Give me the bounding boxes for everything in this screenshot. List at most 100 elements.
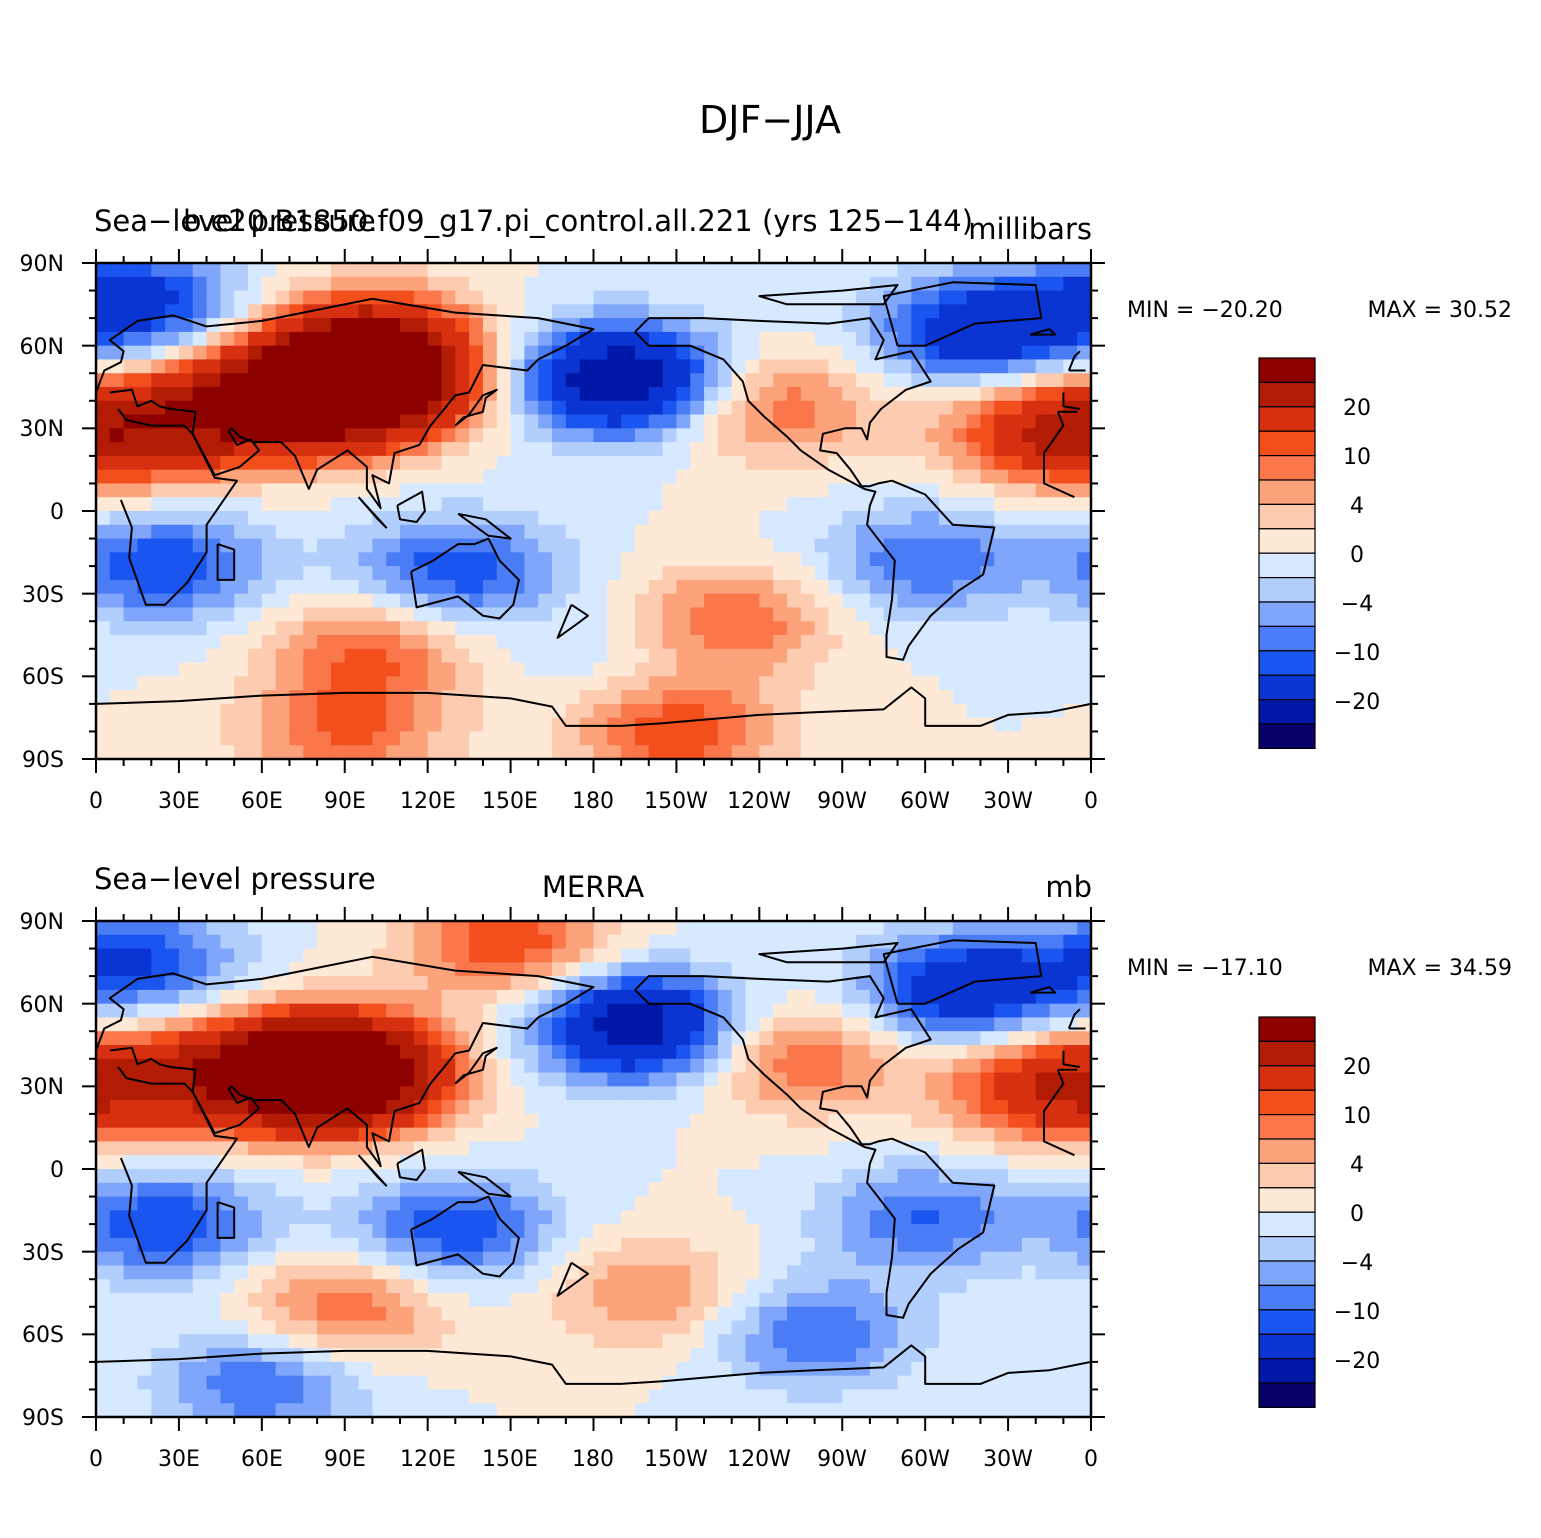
field-cell [856,1279,871,1294]
field-cell [745,1086,760,1101]
field-cell [897,1224,912,1239]
field-cell [1008,607,1023,622]
field-cell [607,538,622,553]
field-cell [552,579,567,595]
field-cell [800,276,816,292]
field-cell [400,290,415,305]
field-cell [413,745,429,759]
field-cell [178,1265,194,1280]
field-cell [704,442,719,457]
field-cell [303,635,318,650]
field-cell [358,1293,373,1308]
field-cell [358,428,373,443]
field-cell [842,552,857,567]
field-cell [634,921,650,936]
field-cell [842,1113,857,1129]
field-cell [552,1045,567,1060]
field-cell [759,345,774,361]
lon-label-120w: 120W [727,789,791,814]
field-cell [109,538,125,553]
field-cell [220,921,235,936]
field-cell [1077,442,1091,457]
field-cell [427,524,443,540]
field-cell [897,1086,912,1101]
field-cell [303,1334,318,1349]
field-cell [192,1334,208,1349]
field-cell [372,662,387,677]
colorbar-box [1258,503,1316,530]
field-cell [317,414,332,429]
field-cell [994,263,1009,278]
field-cell [1077,511,1091,526]
field-cell [980,263,995,278]
field-cell [1021,469,1037,485]
field-cell [607,731,622,746]
field-cell [386,1265,401,1280]
field-cell [413,1017,429,1032]
field-cell [358,414,373,429]
field-cell [800,345,816,361]
field-cell [441,676,456,691]
field-cell [925,1127,940,1143]
field-cell [814,483,830,498]
field-cell [220,387,235,402]
field-cell [413,469,429,485]
field-cell [538,414,553,429]
field-cell [234,387,249,402]
field-cell [1021,1100,1037,1115]
field-cell [482,373,498,388]
field-cell [952,387,968,402]
field-cell [869,1100,885,1115]
field-cell [648,1293,664,1308]
field-cell [869,1306,885,1322]
field-cell [565,511,581,526]
field-cell [289,1306,304,1322]
field-cell [731,497,747,512]
field-cell [1021,1155,1037,1170]
field-cell [994,731,1009,746]
field-cell [800,593,816,609]
field-cell [565,1251,581,1267]
field-cell [745,648,760,664]
field-cell [966,359,982,374]
field-cell [690,1265,705,1280]
field-cell [524,731,539,746]
field-cell [952,1045,968,1060]
field-cell [109,579,125,595]
field-cell [786,1155,802,1170]
field-cell [621,607,636,622]
field-cell [524,717,539,733]
field-cell [248,607,263,622]
field-cell [165,263,180,278]
field-cell [427,989,443,1005]
field-cell [123,717,139,733]
field-cell [165,1237,180,1253]
field-cell [994,607,1009,622]
field-cell [856,1182,871,1198]
field-cell [275,976,291,991]
field-cell [427,1334,443,1349]
field-cell [966,1251,982,1267]
field-cell [496,511,512,526]
field-cell [1035,1196,1051,1211]
field-cell [593,1113,608,1129]
field-cell [455,455,470,471]
field-cell [745,1017,760,1032]
field-cell [427,635,443,650]
field-cell [510,621,525,636]
field-cell [897,1127,912,1143]
field-cell [1049,511,1064,526]
field-cell [151,948,166,963]
field-cell [151,1141,166,1156]
field-cell [690,469,705,485]
field-cell [96,1113,111,1129]
field-cell [980,414,995,429]
field-cell [911,1196,926,1211]
field-cell [994,648,1009,664]
field-cell [662,717,678,733]
field-cell [455,428,470,443]
field-cell [427,1100,443,1115]
field-cell [814,1045,830,1060]
field-cell [607,400,622,416]
field-cell [372,703,387,719]
